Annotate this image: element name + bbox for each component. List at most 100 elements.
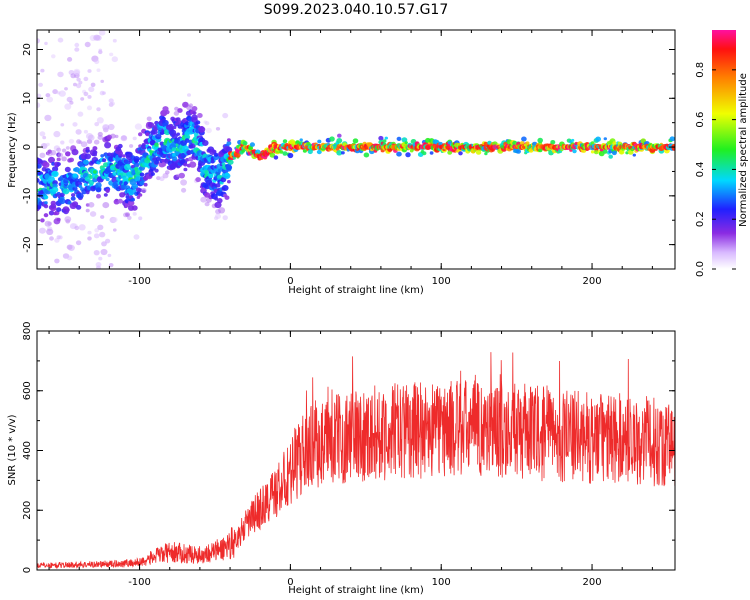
spectrogram-cell	[107, 253, 112, 258]
spectrogram-cell	[62, 188, 70, 195]
spectrogram-cell	[608, 154, 613, 159]
spectrogram-cell	[51, 54, 56, 59]
spectrogram-cell	[50, 150, 57, 156]
spectrogram-cell	[215, 213, 221, 219]
spectrogram-cell	[180, 179, 188, 186]
spectrogram-cell	[40, 68, 45, 73]
spectrogram-cell	[68, 157, 74, 163]
spectrogram-cell	[404, 141, 408, 145]
spectrogram-cell	[96, 193, 101, 199]
spectrogram-cell	[117, 198, 124, 204]
spectrogram-cell	[42, 135, 47, 140]
spectrogram-cell	[222, 112, 229, 119]
spectrogram-cell	[88, 202, 95, 208]
spectrogram-cell	[269, 152, 276, 158]
spectrogram-cell	[405, 152, 411, 158]
spectrogram-cell	[64, 216, 72, 223]
spectrogram-cell	[336, 138, 343, 144]
spectrogram-cell	[78, 80, 83, 85]
spectrogram-cell	[447, 150, 453, 155]
spectrogram-cell	[100, 79, 104, 83]
spectrogram-cell	[132, 212, 137, 216]
spectrogram-cell	[101, 241, 107, 247]
spectrogram-cell	[112, 217, 118, 223]
spectrogram-cell	[70, 196, 76, 201]
spectrogram-cell	[100, 154, 105, 158]
spectrogram-cell	[56, 207, 62, 212]
spectrogram-cell	[550, 140, 556, 145]
spectrogram-cell	[37, 163, 42, 169]
spectrogram-cell	[75, 205, 82, 210]
spectrogram-cell	[87, 94, 92, 99]
spectrogram-cell	[133, 234, 140, 240]
spectrogram-ytick-label: -20	[22, 236, 33, 252]
spectrogram-cell	[44, 41, 48, 46]
spectrogram-cell	[384, 136, 388, 140]
spectrogram-cell	[61, 148, 67, 153]
spectrogram-cell	[92, 146, 98, 151]
spectrogram-cell	[401, 137, 408, 143]
colorbar-tick-label: 0.2	[695, 211, 706, 227]
spectrogram-ylabel: Frequency (Hz)	[7, 112, 18, 188]
spectrogram-cell	[90, 82, 96, 88]
spectrogram-cell	[669, 136, 675, 142]
spectrogram-cell	[224, 172, 230, 177]
spectrogram-cell	[215, 183, 221, 188]
spectrogram-cell	[93, 233, 100, 239]
spectrogram-cell	[204, 201, 210, 207]
spectrogram-xtick-label: -100	[128, 276, 151, 287]
spectrogram-cell	[171, 156, 178, 162]
spectrogram-cell	[475, 150, 482, 155]
spectrogram-cell	[95, 262, 102, 268]
spectrogram-cell	[95, 35, 102, 41]
spectrogram-cell	[72, 122, 78, 127]
spectrogram-cell	[68, 138, 75, 144]
spectrogram-cell	[74, 225, 80, 231]
spectrogram-cell	[107, 123, 115, 131]
spectrogram-cell	[155, 156, 161, 162]
snr-panel: -100 0 100 200 0 200 400 600 800 Height of strai…	[7, 321, 676, 596]
spectrogram-cell	[226, 141, 232, 146]
spectrogram-cell	[88, 134, 95, 141]
spectrogram-cell	[97, 135, 104, 140]
spectrogram-cell	[102, 202, 110, 209]
snr-ytick-label: 600	[22, 381, 33, 400]
spectrogram-cell	[59, 198, 66, 205]
spectrogram-cell	[56, 217, 61, 222]
spectrogram-cell	[212, 149, 217, 154]
spectrogram-cell	[110, 133, 116, 139]
spectrogram-cell	[225, 146, 233, 153]
spectrogram-cell	[102, 124, 110, 131]
spectrogram-cell	[85, 146, 90, 151]
spectrogram-cell	[227, 138, 231, 142]
spectrogram-cell	[85, 190, 90, 195]
spectrogram-cell	[329, 136, 335, 142]
snr-xtick-label: 100	[432, 577, 451, 588]
spectrogram-cell	[50, 200, 56, 206]
spectrogram-cell	[572, 149, 577, 154]
spectrogram-cell	[195, 177, 201, 183]
spectrogram-cell	[125, 195, 130, 199]
spectrogram-cell	[176, 132, 180, 136]
spectrogram-cell	[49, 236, 54, 241]
spectrogram-cell	[139, 172, 145, 177]
spectrogram-cell	[205, 127, 212, 134]
spectrogram-cell	[122, 154, 126, 158]
spectrogram-cell	[150, 172, 155, 176]
snr-ylabel: SNR (10 * v/v)	[7, 414, 18, 485]
spectrogram-cell	[47, 221, 52, 226]
spectrogram-cell	[227, 180, 231, 184]
spectrogram-cell	[235, 152, 241, 158]
spectrogram-cell	[161, 162, 167, 167]
spectrogram-cell	[515, 149, 522, 154]
spectrogram-cell	[37, 102, 41, 109]
spectrogram-xtick-label: 0	[287, 276, 293, 287]
spectrogram-cell	[141, 188, 147, 193]
spectrogram-cell	[100, 248, 108, 256]
spectrogram-cell	[154, 160, 159, 165]
spectrogram-cell	[84, 176, 91, 182]
spectrogram-cell	[525, 141, 530, 145]
spectrogram-cell	[590, 150, 595, 154]
spectrogram-cell	[154, 142, 159, 147]
